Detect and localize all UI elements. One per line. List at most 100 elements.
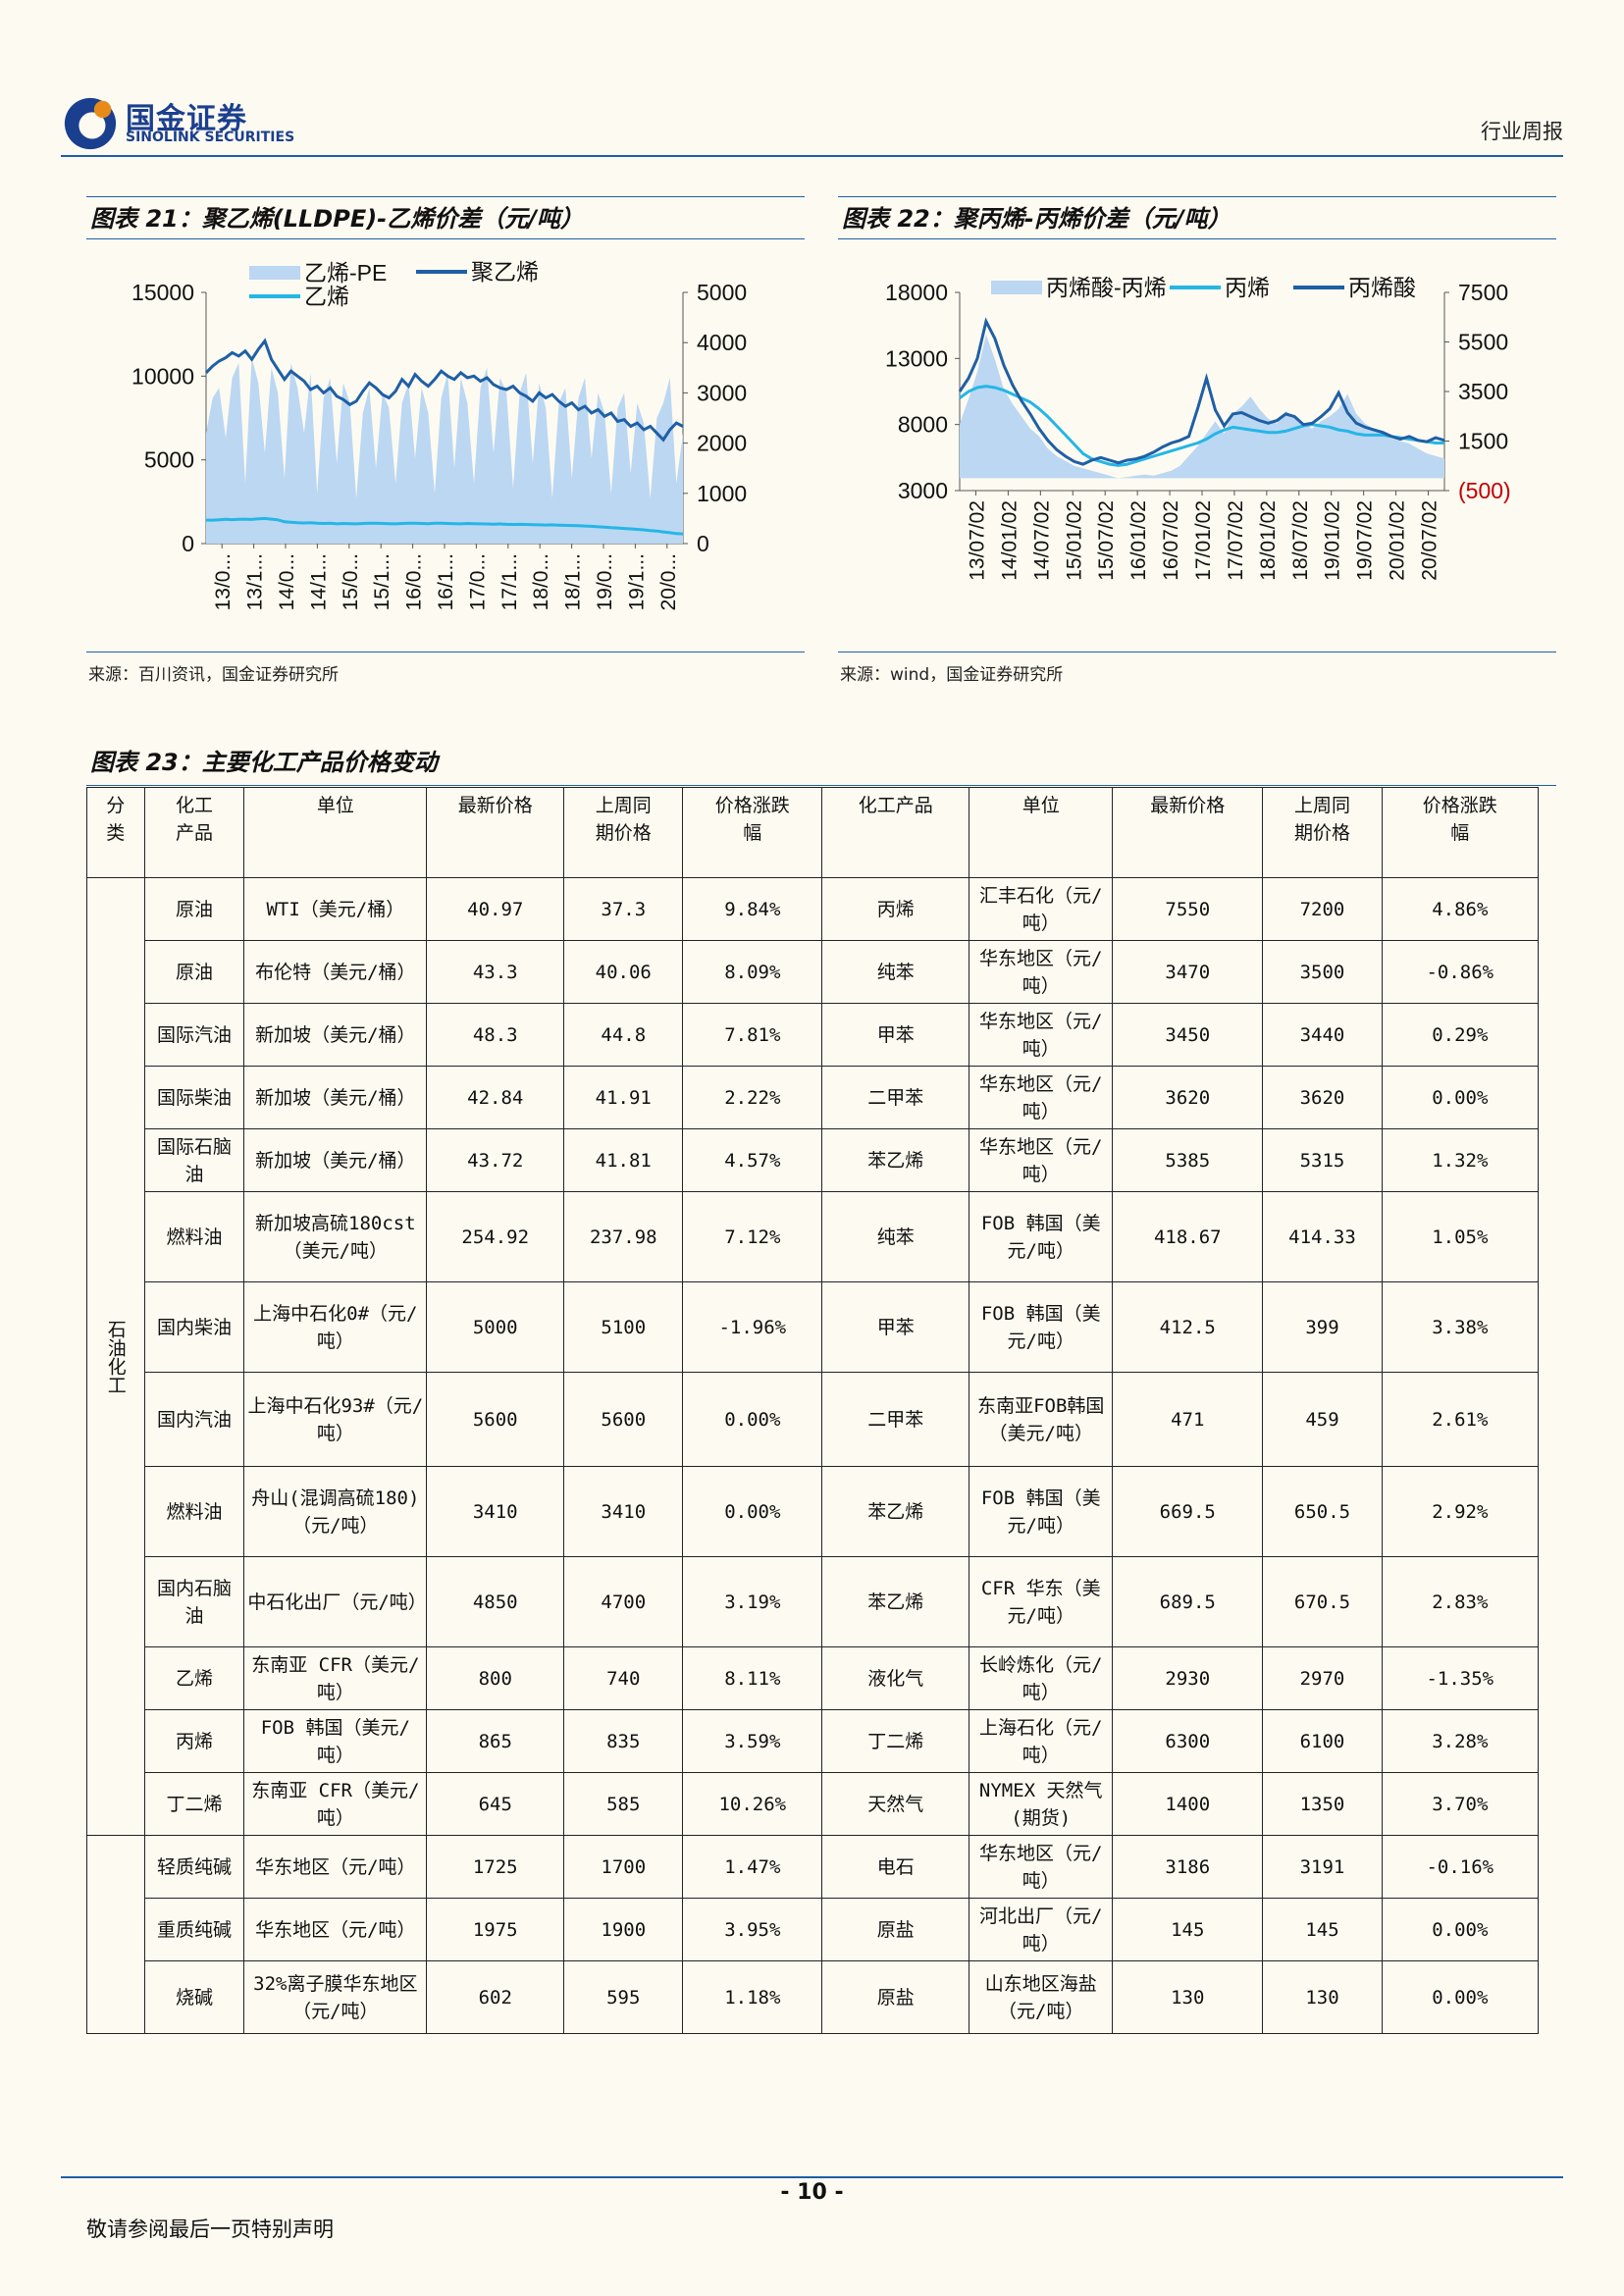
row-latest-price: 43.72 (426, 1128, 565, 1192)
logo-text-cn: 国金证券 (126, 102, 247, 136)
row-last-week-price: 41.91 (563, 1066, 684, 1129)
fig22-x-tick-label: 15/01/02 (1063, 500, 1085, 581)
header-change: 价格涨跌幅 (682, 787, 823, 878)
fig22-x-tick-label: 16/01/02 (1127, 500, 1150, 581)
fig21-x-tick-label: 18/0... (530, 553, 552, 610)
row-last-week-price-2: 7200 (1262, 877, 1383, 941)
header-last-week-price-2: 上周同 期价格 (1262, 787, 1383, 878)
fig21-series-area (206, 357, 683, 544)
row-product-2: 二甲苯 (821, 1372, 970, 1467)
row-unit: 中石化出厂（元/吨） (243, 1556, 428, 1647)
row-product: 燃料油 (143, 1466, 245, 1557)
category-cell (86, 1835, 145, 2034)
row-last-week-price-2: 130 (1262, 1960, 1383, 2034)
row-product-2: 苯乙烯 (821, 1556, 970, 1647)
row-change-2: 3.28% (1381, 1709, 1540, 1773)
row-unit-2: 东南亚FOB韩国（美元/吨） (969, 1372, 1114, 1467)
row-last-week-price: 3410 (563, 1466, 684, 1557)
fig23-title-rule (86, 785, 1556, 786)
fig22-x-tick-label: 14/01/02 (998, 500, 1021, 581)
row-unit-2: NYMEX 天然气(期货) (969, 1772, 1114, 1836)
row-last-week-price: 237.98 (563, 1191, 684, 1282)
table-row: 乙烯 东南亚 CFR（美元/吨） 800 740 8.11% 液化气 长岭炼化（元/吨） 29… (87, 1646, 1540, 1710)
fig21-legend-label: 乙烯-PE (304, 260, 387, 286)
fig22-y-left-tick-label: 13000 (885, 345, 948, 371)
fig21-x-tick-label: 15/0... (340, 553, 362, 610)
row-change-2: 2.61% (1381, 1372, 1540, 1467)
table-header-row: 分类 化工 产品 单位 最新价格 上周同 期价格 价格涨跌幅 化工产品 单位 最新价… (86, 787, 1540, 878)
table-row: 国际石脑油 新加坡（美元/桶） 43.72 41.81 4.57% 苯乙烯 华东地区（元/吨… (87, 1128, 1540, 1192)
row-latest-price: 1975 (426, 1898, 565, 1961)
fig23-title: 图表 23：主要化工产品价格变动 (90, 749, 438, 776)
row-product-2: 液化气 (821, 1646, 970, 1710)
row-change: 3.95% (682, 1898, 823, 1961)
row-latest-price: 602 (426, 1960, 565, 2034)
fig22-x-tick-label: 19/01/02 (1322, 500, 1344, 581)
row-last-week-price-2: 650.5 (1262, 1466, 1383, 1557)
row-change: 4.57% (682, 1128, 823, 1192)
fig21-x-tick-label: 13/0... (212, 553, 235, 610)
page-number: - 10 - (780, 2180, 844, 2205)
row-unit: 布伦特（美元/桶） (243, 940, 428, 1004)
row-product: 国内汽油 (143, 1372, 245, 1467)
fig21-y-left-tick-label: 15000 (131, 280, 194, 305)
fig21-y-right-tick-label: 4000 (697, 330, 747, 355)
row-product-2: 天然气 (821, 1772, 970, 1836)
row-product: 国内石脑油 (143, 1556, 245, 1647)
row-latest-price-2: 418.67 (1112, 1191, 1264, 1282)
table-row: 石油化工 原油 WTI（美元/桶） 40.97 37.3 9.84% 丙烯 汇丰石化（元/吨）… (86, 877, 1540, 1836)
fig21-legend-label: 聚乙烯 (471, 259, 539, 285)
table-row: 国内石脑油 中石化出厂（元/吨） 4850 4700 3.19% 苯乙烯 CFR 华东（美元… (87, 1556, 1540, 1647)
row-last-week-price: 835 (563, 1709, 684, 1773)
row-latest-price: 865 (426, 1709, 565, 1773)
row-latest-price-2: 3620 (1112, 1066, 1264, 1129)
category-cell: 石油化工 (86, 877, 145, 1836)
row-product: 国际石脑油 (143, 1128, 245, 1192)
row-unit-2: 长岭炼化（元/吨） (969, 1646, 1114, 1710)
fig22-x-tick-label: 13/07/02 (966, 500, 988, 581)
row-last-week-price: 37.3 (563, 877, 684, 941)
row-latest-price-2: 412.5 (1112, 1281, 1264, 1373)
fig22-legend-label: 丙烯酸 (1348, 275, 1416, 300)
fig22-x-tick-label: 18/01/02 (1257, 500, 1280, 581)
table-row: 丙烯 FOB 韩国（美元/吨） 865 835 3.59% 丁二烯 上海石化（元/吨） 630… (87, 1709, 1540, 1773)
logo-text-en: SINOLINK SECURITIES (126, 130, 295, 145)
table-row: 烧碱 32%离子膜华东地区（元/吨） 602 595 1.18% 原盐 山东地区海盐（元/吨… (87, 1960, 1540, 2034)
header-latest-price: 最新价格 (426, 787, 565, 878)
row-change-2: 3.70% (1381, 1772, 1540, 1836)
fig22-series-line (959, 385, 1444, 467)
header-unit-2: 单位 (969, 787, 1114, 878)
fig21-legend-label: 乙烯 (304, 284, 349, 309)
fig22-x-tick-label: 19/07/02 (1354, 500, 1377, 581)
row-product: 烧碱 (143, 1960, 245, 2034)
row-last-week-price: 595 (563, 1960, 684, 2034)
row-change-2: -0.16% (1381, 1835, 1540, 1899)
row-change-2: 4.86% (1381, 877, 1540, 941)
header-product-2: 化工产品 (821, 787, 970, 878)
fig21-y-left-tick-label: 0 (182, 531, 194, 556)
fig22-x-tick-label: 20/01/02 (1387, 500, 1409, 581)
row-last-week-price: 740 (563, 1646, 684, 1710)
row-unit-2: 汇丰石化（元/吨） (969, 877, 1114, 941)
table-row: 丁二烯 东南亚 CFR（美元/吨） 645 585 10.26% 天然气 NYMEX 天然气… (87, 1772, 1540, 1836)
row-latest-price: 254.92 (426, 1191, 565, 1282)
row-change: 7.81% (682, 1003, 823, 1067)
fig22-y-left-tick-label: 3000 (898, 478, 948, 503)
row-unit: 华东地区（元/吨） (243, 1835, 428, 1899)
row-unit: 新加坡（美元/桶） (243, 1128, 428, 1192)
row-product: 轻质纯碱 (143, 1835, 245, 1899)
row-change: -1.96% (682, 1281, 823, 1373)
row-latest-price-2: 3186 (1112, 1835, 1264, 1899)
fig22-top-rule (838, 196, 1556, 197)
row-product-2: 丁二烯 (821, 1709, 970, 1773)
row-product: 丙烯 (143, 1709, 245, 1773)
fig22-source: 来源：wind，国金证券研究所 (840, 665, 1064, 685)
row-change-2: 1.05% (1381, 1191, 1540, 1282)
fig22-series-line (958, 317, 1445, 466)
row-last-week-price: 5100 (563, 1281, 684, 1373)
row-last-week-price-2: 459 (1262, 1372, 1383, 1467)
fig21-x-tick-label: 14/1... (307, 553, 330, 610)
fig21-legend-swatch (249, 266, 300, 280)
fig21-x-tick-label: 17/1... (498, 553, 521, 610)
fig21-x-tick-label: 17/0... (466, 553, 489, 610)
